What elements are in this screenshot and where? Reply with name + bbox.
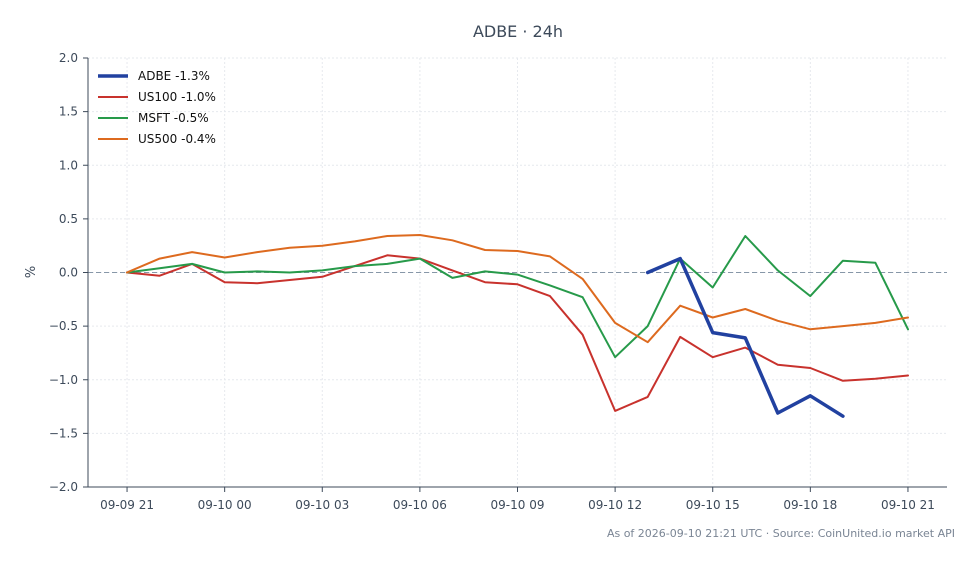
x-tick-label: 09-10 06 <box>393 498 447 512</box>
legend-label: MSFT -0.5% <box>138 111 209 125</box>
series-line <box>645 256 845 418</box>
y-tick-label: −1.5 <box>49 426 78 440</box>
y-tick-label: 1.5 <box>59 105 78 119</box>
series-line <box>126 234 909 344</box>
legend-label: ADBE -1.3% <box>138 69 210 83</box>
y-axis-label: % <box>24 266 39 278</box>
x-tick-label: 09-10 12 <box>588 498 642 512</box>
legend: ADBE -1.3% US100 -1.0% MSFT -0.5% US500 -0.… <box>98 69 216 146</box>
x-tick-label: 09-10 15 <box>686 498 740 512</box>
y-tick-label: −0.5 <box>49 319 78 333</box>
y-axis-ticks: −2.0 −1.5 −1.0 −0.5 0.0 0.5 1.0 1.5 2.0 <box>49 51 88 494</box>
y-tick-label: −2.0 <box>49 480 78 494</box>
x-tick-label: 09-10 18 <box>783 498 837 512</box>
series-line <box>126 235 909 359</box>
y-tick-label: 0.5 <box>59 212 78 226</box>
x-axis-ticks: 09-09 21 09-10 00 09-10 03 09-10 06 09-10 09… <box>100 487 935 512</box>
x-tick-label: 09-10 00 <box>198 498 252 512</box>
legend-label: US500 -0.4% <box>138 132 216 146</box>
y-tick-label: 2.0 <box>59 51 78 65</box>
legend-label: US100 -1.0% <box>138 90 216 104</box>
y-tick-label: −1.0 <box>49 373 78 387</box>
chart-title: ADBE · 24h <box>473 22 563 41</box>
x-tick-label: 09-10 03 <box>295 498 349 512</box>
source-footer: As of 2026-09-10 21:21 UTC · Source: Coi… <box>607 527 955 540</box>
y-tick-label: 0.0 <box>59 266 78 280</box>
y-tick-label: 1.0 <box>59 158 78 172</box>
x-tick-label: 09-10 21 <box>881 498 935 512</box>
x-tick-label: 09-10 09 <box>491 498 545 512</box>
series-line <box>126 254 909 412</box>
x-tick-label: 09-09 21 <box>100 498 154 512</box>
series-layer <box>126 234 909 418</box>
